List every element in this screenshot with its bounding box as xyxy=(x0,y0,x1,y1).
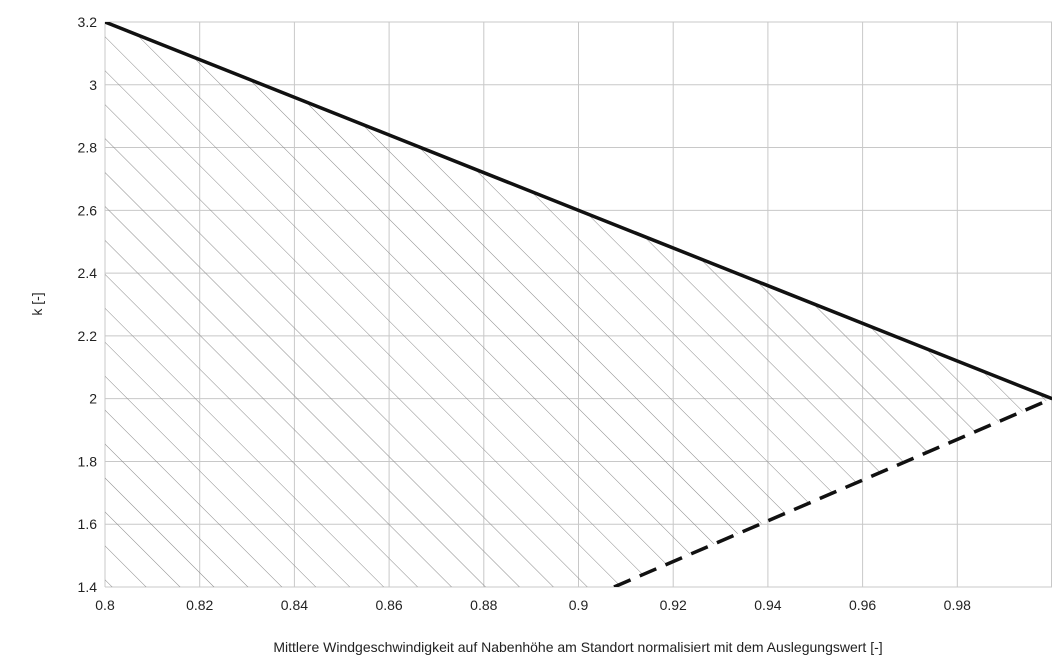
y-tick-label: 2.2 xyxy=(78,328,98,344)
x-tick-label: 0.92 xyxy=(660,597,687,613)
x-tick-labels: 0.8 0.82 0.84 0.86 0.88 0.9 0.92 0.94 0.96 0.98 xyxy=(95,597,971,613)
y-tick-label: 1.6 xyxy=(78,516,98,532)
x-tick-label: 0.9 xyxy=(569,597,589,613)
series-layer xyxy=(105,22,1052,587)
x-tick-label: 0.96 xyxy=(849,597,876,613)
x-tick-label: 0.86 xyxy=(375,597,402,613)
hatched-region-layer xyxy=(105,22,1052,587)
hatched-region xyxy=(105,22,1052,587)
y-tick-label: 2.8 xyxy=(78,140,98,156)
y-tick-label: 1.8 xyxy=(78,453,98,469)
series-line-dashed xyxy=(613,397,1052,587)
y-axis-label: k [-] xyxy=(29,292,45,315)
y-tick-label: 1.4 xyxy=(78,579,98,595)
y-tick-label: 2.4 xyxy=(78,265,98,281)
x-axis-label: Mittlere Windgeschwindigkeit auf Nabenhö… xyxy=(273,639,882,655)
x-tick-label: 0.82 xyxy=(186,597,213,613)
x-tick-label: 0.8 xyxy=(95,597,115,613)
series-line-solid xyxy=(105,22,1052,401)
y-tick-label: 3 xyxy=(89,77,97,93)
y-tick-labels: 1.4 1.6 1.8 2 2.2 2.4 2.6 2.8 3 3.2 xyxy=(78,14,98,595)
x-tick-label: 0.98 xyxy=(944,597,971,613)
y-tick-label: 2 xyxy=(89,391,97,407)
x-tick-label: 0.88 xyxy=(470,597,497,613)
y-tick-label: 2.6 xyxy=(78,202,98,218)
x-tick-label: 0.94 xyxy=(754,597,781,613)
x-tick-label: 0.84 xyxy=(281,597,308,613)
y-tick-label: 3.2 xyxy=(78,14,98,30)
